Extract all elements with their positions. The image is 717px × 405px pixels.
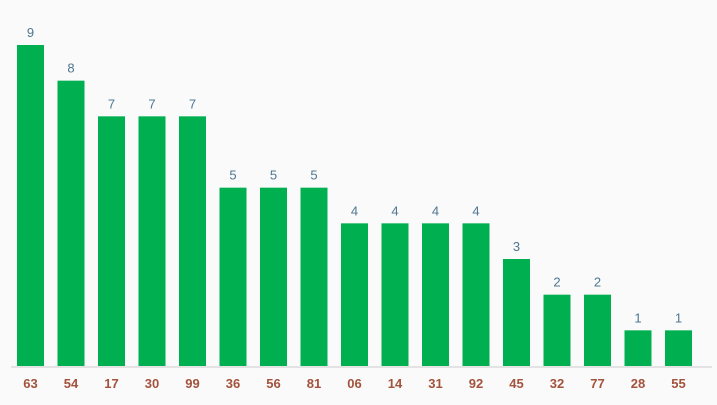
value-label-63: 9 [27, 25, 34, 40]
bar-56 [260, 187, 287, 366]
value-label-17: 7 [108, 96, 115, 111]
bar-30 [138, 116, 166, 366]
bar-99 [179, 116, 206, 366]
value-label-56: 5 [270, 168, 277, 183]
value-label-32: 2 [553, 275, 560, 290]
bar-28 [624, 330, 652, 366]
category-label-77: 77 [590, 376, 604, 391]
category-label-36: 36 [226, 376, 240, 391]
bar-54 [57, 80, 85, 367]
bar-06 [341, 223, 368, 366]
value-label-77: 2 [594, 275, 601, 290]
category-label-28: 28 [631, 376, 645, 391]
value-label-54: 8 [67, 61, 74, 76]
value-label-92: 4 [472, 203, 479, 218]
category-label-14: 14 [388, 376, 403, 391]
value-label-06: 4 [351, 203, 358, 218]
category-label-81: 81 [307, 376, 321, 391]
value-label-28: 1 [634, 310, 641, 325]
bar-14 [381, 223, 409, 366]
category-label-30: 30 [145, 376, 159, 391]
category-label-56: 56 [266, 376, 280, 391]
bar-77 [584, 294, 611, 366]
value-label-31: 4 [432, 203, 439, 218]
bar-36 [219, 187, 247, 366]
category-label-99: 99 [185, 376, 199, 391]
bar-63 [17, 45, 44, 366]
value-label-45: 3 [513, 239, 520, 254]
bar-55 [665, 330, 692, 366]
bar-81 [300, 187, 328, 366]
bar-17 [98, 116, 125, 366]
category-label-55: 55 [671, 376, 685, 391]
value-labels-layer: 9 8 7 7 7 5 5 5 4 4 4 4 3 2 2 1 1 [27, 25, 682, 325]
category-labels-layer: 63 54 17 30 99 36 56 81 06 14 31 92 45 32 77 28 55 [23, 376, 685, 391]
value-label-30: 7 [148, 96, 155, 111]
bar-32 [543, 294, 571, 366]
category-label-92: 92 [469, 376, 483, 391]
value-label-55: 1 [675, 310, 682, 325]
value-label-99: 7 [189, 96, 196, 111]
category-label-54: 54 [64, 376, 79, 391]
category-label-45: 45 [509, 376, 523, 391]
category-label-06: 06 [347, 376, 361, 391]
value-label-81: 5 [310, 168, 317, 183]
bars-layer [17, 45, 692, 367]
bar-45 [503, 259, 530, 366]
category-label-63: 63 [23, 376, 37, 391]
value-label-14: 4 [391, 203, 398, 218]
category-label-31: 31 [428, 376, 442, 391]
bar-92 [462, 223, 490, 366]
value-label-36: 5 [229, 168, 236, 183]
bar-31 [422, 223, 449, 366]
category-label-17: 17 [104, 376, 118, 391]
category-label-32: 32 [550, 376, 564, 391]
